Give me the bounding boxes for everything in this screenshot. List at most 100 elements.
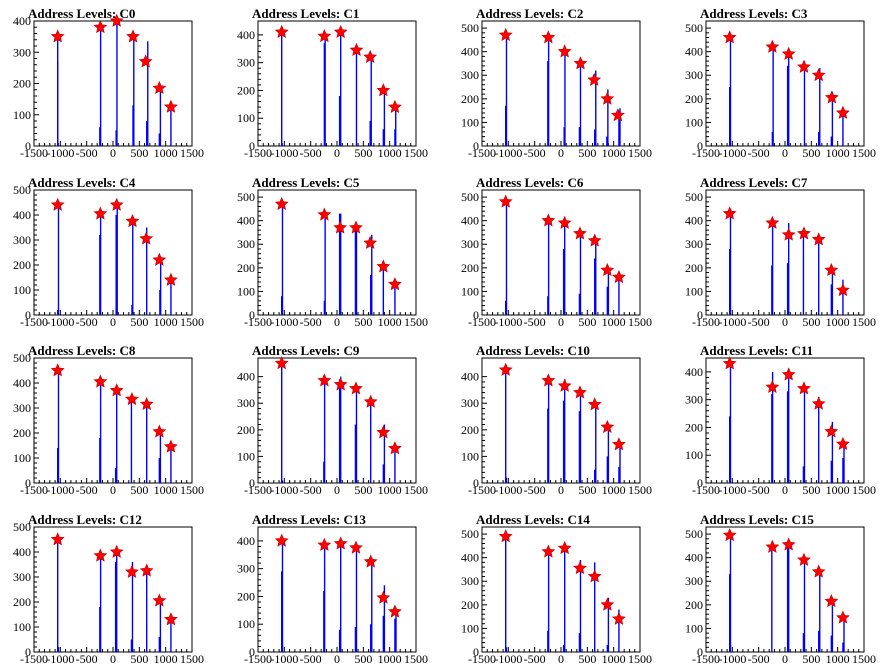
y-tick-label: 500	[13, 351, 31, 365]
peak-marker	[781, 537, 796, 551]
x-tick-label: -1500	[20, 652, 48, 666]
y-tick-label: 300	[237, 237, 255, 251]
x-tick-label: 500	[578, 483, 596, 497]
peak-marker	[363, 394, 378, 408]
x-tick-label: 0	[110, 652, 116, 666]
panel-c7: Address Levels: C70100200300400500-1500-…	[685, 175, 876, 329]
x-tick-label: -1000	[718, 146, 746, 160]
x-tick-label: -1000	[270, 315, 298, 329]
x-tick-label: -500	[76, 315, 98, 329]
y-tick-label: 200	[461, 423, 479, 437]
peak-marker	[164, 99, 178, 113]
x-tick-label: 500	[802, 315, 820, 329]
y-tick-label: 100	[237, 449, 255, 463]
x-tick-label: 1500	[852, 483, 876, 497]
x-tick-label: 500	[130, 146, 148, 160]
panel-title: Address Levels: C10	[476, 343, 590, 358]
panel-title: Address Levels: C2	[476, 6, 583, 21]
peak-marker	[126, 29, 140, 43]
x-tick-label: -500	[76, 483, 98, 497]
x-tick-label: 1000	[602, 652, 626, 666]
peak-marker	[363, 554, 378, 568]
y-tick-label: 300	[13, 401, 31, 415]
y-tick-label: 100	[461, 115, 479, 129]
peak-marker	[50, 532, 65, 546]
y-tick-label: 300	[685, 237, 703, 251]
x-tick-label: 1500	[180, 146, 204, 160]
peak-marker	[388, 441, 402, 455]
x-tick-label: -1000	[494, 483, 522, 497]
x-tick-label: -1000	[270, 483, 298, 497]
y-tick-label: 300	[13, 570, 31, 584]
y-tick-label: 200	[237, 83, 255, 97]
x-tick-label: 0	[782, 315, 788, 329]
peak-marker	[376, 83, 391, 97]
x-tick-label: 1000	[378, 146, 402, 160]
x-tick-label: 500	[802, 652, 820, 666]
peak-marker	[349, 220, 363, 234]
y-tick-label: 300	[237, 396, 255, 410]
peak-marker	[139, 231, 154, 245]
peak-marker	[152, 593, 167, 607]
x-tick-label: 500	[130, 483, 148, 497]
peak-marker	[93, 374, 108, 388]
peak-marker	[612, 270, 626, 284]
x-tick-label: -1500	[692, 652, 720, 666]
x-tick-label: 1000	[154, 483, 178, 497]
y-tick-label: 300	[237, 56, 255, 70]
peak-marker	[50, 363, 65, 377]
x-tick-label: 0	[110, 315, 116, 329]
y-tick-label: 400	[461, 551, 479, 565]
x-tick-label: 0	[110, 483, 116, 497]
panel-c1: Address Levels: C1 0 100 200 300 400 -1500-100…	[237, 6, 428, 160]
x-tick-label: 500	[130, 315, 148, 329]
x-tick-label: 500	[578, 652, 596, 666]
panel-c10: Address Levels: C10 0 100 200 300 400 -1500-10…	[461, 343, 652, 497]
y-tick-label: 400	[237, 370, 255, 384]
x-tick-label: -500	[300, 652, 322, 666]
peak-marker	[109, 383, 124, 397]
peak-marker	[836, 105, 850, 119]
y-tick-label: 300	[237, 562, 255, 576]
panel-c13: Address Levels: C13 0 100 200 300 400 -1500-10…	[237, 512, 428, 666]
x-tick-label: 500	[354, 652, 372, 666]
y-tick-label: 400	[13, 208, 31, 222]
y-tick-label: 500	[685, 21, 703, 35]
peak-marker	[824, 90, 839, 104]
peak-marker	[274, 356, 289, 370]
x-tick-label: 1500	[404, 652, 428, 666]
peak-marker	[164, 612, 178, 626]
peak-marker	[824, 424, 839, 438]
peak-marker	[139, 396, 154, 411]
y-tick-label: 0	[697, 476, 703, 490]
peak-marker	[781, 367, 796, 381]
y-tick-label: 300	[13, 233, 31, 247]
peak-marker	[498, 529, 513, 543]
x-tick-label: -1000	[718, 315, 746, 329]
x-tick-label: 1000	[826, 146, 850, 160]
peak-marker	[836, 436, 850, 450]
panel-title: Address Levels: C1	[252, 6, 359, 21]
x-tick-label: -500	[300, 146, 322, 160]
peak-marker	[333, 24, 348, 38]
panel-title: Address Levels: C5	[252, 175, 360, 190]
plot-frame	[481, 189, 641, 316]
x-tick-label: -500	[524, 315, 546, 329]
x-tick-label: -1500	[20, 315, 48, 329]
peak-marker	[765, 539, 780, 553]
y-tick-label: 300	[685, 393, 703, 407]
peak-marker	[363, 49, 378, 63]
peak-marker	[333, 377, 348, 391]
y-tick-label: 400	[237, 214, 255, 228]
x-tick-label: 0	[110, 146, 116, 160]
x-tick-label: -1500	[244, 652, 272, 666]
x-tick-label: 0	[558, 652, 564, 666]
panel-title: Address Levels: C4	[28, 175, 136, 190]
x-tick-label: -1000	[494, 652, 522, 666]
x-tick-label: 0	[782, 146, 788, 160]
peak-marker	[765, 215, 780, 229]
peak-marker	[541, 213, 556, 227]
y-tick-label: 400	[685, 551, 703, 565]
y-tick-label: 500	[461, 190, 479, 204]
panel-title: Address Levels: C15	[700, 512, 814, 527]
